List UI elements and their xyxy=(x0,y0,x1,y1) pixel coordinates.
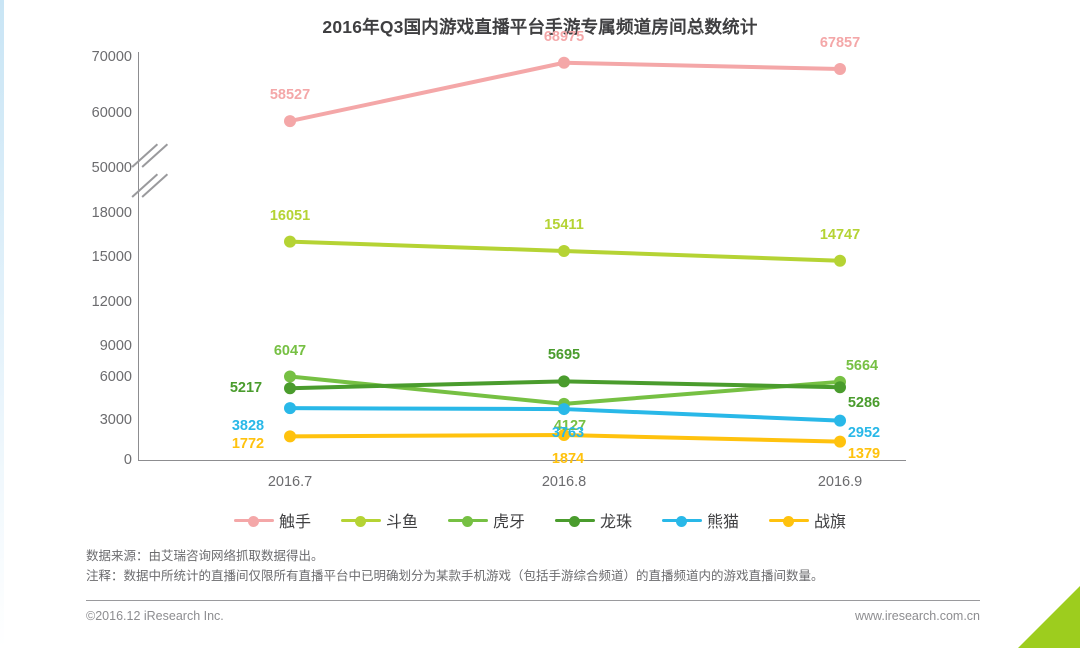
y-axis-tick-label: 70000 xyxy=(91,49,132,65)
series-point-虎牙 xyxy=(284,370,296,383)
footer-copyright: ©2016.12 iResearch Inc. xyxy=(86,609,224,623)
y-axis-tick-labels: 70000 60000 50000 18000 15000 12000 9000 6000 30… xyxy=(58,0,132,648)
chart-title: 2016年Q3国内游戏直播平台手游专属频道房间总数统计 xyxy=(322,17,758,37)
data-label-虎牙: 5664 xyxy=(845,357,879,374)
y-axis-tick-label: 60000 xyxy=(91,105,132,121)
data-label-熊猫: 3763 xyxy=(551,425,585,442)
legend-marker-icon xyxy=(769,513,810,527)
data-label-龙珠: 5286 xyxy=(847,395,881,412)
footnotes: 数据来源：由艾瑞咨询网络抓取数据得出。 注释：数据中所统计的直播间仅限所有直播平… xyxy=(86,546,986,586)
series-line-斗鱼 xyxy=(288,239,842,263)
legend-item-label: 虎牙 xyxy=(492,514,525,531)
legend-item-label: 熊猫 xyxy=(707,514,740,531)
footer-divider xyxy=(86,600,980,601)
data-label-虎牙: 4127 xyxy=(553,417,587,434)
legend-item-斗鱼[interactable]: 斗鱼 xyxy=(340,508,418,532)
x-axis-tick-label: 2016.7 xyxy=(267,474,313,490)
legend-item-龙珠[interactable]: 龙珠 xyxy=(555,508,632,532)
y-axis-tick-label: 12000 xyxy=(91,294,132,310)
legend-item-label: 龙珠 xyxy=(600,514,633,531)
series-point-熊猫 xyxy=(834,414,846,427)
series-point-虎牙 xyxy=(558,397,570,410)
y-axis-line xyxy=(138,52,139,460)
series-point-斗鱼 xyxy=(284,235,296,248)
legend-marker-icon xyxy=(447,513,488,527)
legend-item-熊猫[interactable]: 熊猫 xyxy=(662,508,739,532)
series-line-虎牙 xyxy=(288,374,842,406)
data-label-龙珠: 5695 xyxy=(547,347,581,364)
series-point-熊猫 xyxy=(284,402,296,415)
series-point-触手 xyxy=(558,56,570,69)
series-point-熊猫 xyxy=(558,403,570,416)
data-label-斗鱼: 14747 xyxy=(819,226,861,243)
y-axis-tick-label: 50000 xyxy=(91,160,132,176)
series-point-龙珠 xyxy=(834,381,846,394)
series-point-战旗 xyxy=(284,430,296,443)
legend-marker-icon xyxy=(233,513,274,527)
corner-triangle-decoration xyxy=(1018,586,1080,648)
y-axis-tick-label: 15000 xyxy=(91,249,132,265)
series-line-龙珠 xyxy=(288,379,842,391)
data-label-战旗: 1772 xyxy=(231,436,265,453)
remark-note: 注释：数据中所统计的直播间仅限所有直播平台中已明确划分为某款手机游戏（包括手游综… xyxy=(86,569,824,583)
series-point-龙珠 xyxy=(558,375,570,388)
data-label-触手: 68975 xyxy=(543,28,585,45)
data-label-战旗: 1379 xyxy=(847,445,881,462)
y-axis-break-lower xyxy=(130,173,176,202)
data-label-熊猫: 3828 xyxy=(231,418,265,435)
x-axis-tick-label: 2016.9 xyxy=(817,474,863,490)
series-point-斗鱼 xyxy=(834,254,846,267)
legend-item-label: 斗鱼 xyxy=(385,514,418,531)
y-axis-tick-label: 9000 xyxy=(99,338,132,354)
data-label-触手: 58527 xyxy=(269,87,311,104)
legend-marker-icon xyxy=(555,513,595,527)
series-point-斗鱼 xyxy=(558,244,570,257)
data-label-斗鱼: 15411 xyxy=(544,216,584,233)
legend-item-label: 触手 xyxy=(278,514,311,531)
series-point-虎牙 xyxy=(834,375,846,388)
legend-marker-icon xyxy=(340,513,381,527)
data-label-虎牙: 6047 xyxy=(273,342,307,359)
data-label-龙珠: 5217 xyxy=(229,380,263,397)
legend-marker-icon xyxy=(662,513,703,527)
series-point-触手 xyxy=(834,63,846,76)
series-point-龙珠 xyxy=(284,382,296,395)
footer-website: www.iresearch.com.cn xyxy=(854,609,980,623)
x-axis-line xyxy=(138,460,906,461)
y-axis-tick-label: 6000 xyxy=(99,369,132,385)
series-point-战旗 xyxy=(834,435,846,448)
legend-item-触手[interactable]: 触手 xyxy=(233,508,311,532)
y-axis-tick-label: 0 xyxy=(123,452,132,468)
legend-item-label: 战旗 xyxy=(814,514,847,531)
y-axis-tick-label: 3000 xyxy=(99,412,132,428)
series-line-触手 xyxy=(288,60,842,124)
chart-legend: 触手 斗鱼 虎牙 龙珠 熊猫 战旗 xyxy=(0,508,1080,532)
page-left-accent-bar xyxy=(0,0,4,648)
y-axis-break-upper xyxy=(130,143,176,172)
y-axis-tick-label: 18000 xyxy=(91,205,132,221)
legend-item-虎牙[interactable]: 虎牙 xyxy=(447,508,525,532)
x-axis-tick-label: 2016.8 xyxy=(541,474,587,490)
data-label-斗鱼: 16051 xyxy=(269,207,311,224)
source-note: 数据来源：由艾瑞咨询网络抓取数据得出。 xyxy=(86,549,324,563)
legend-item-战旗[interactable]: 战旗 xyxy=(769,508,846,532)
data-label-战旗: 1874 xyxy=(551,451,585,467)
series-point-触手 xyxy=(284,115,296,128)
data-label-熊猫: 2952 xyxy=(847,424,881,441)
data-label-触手: 67857 xyxy=(819,35,861,51)
